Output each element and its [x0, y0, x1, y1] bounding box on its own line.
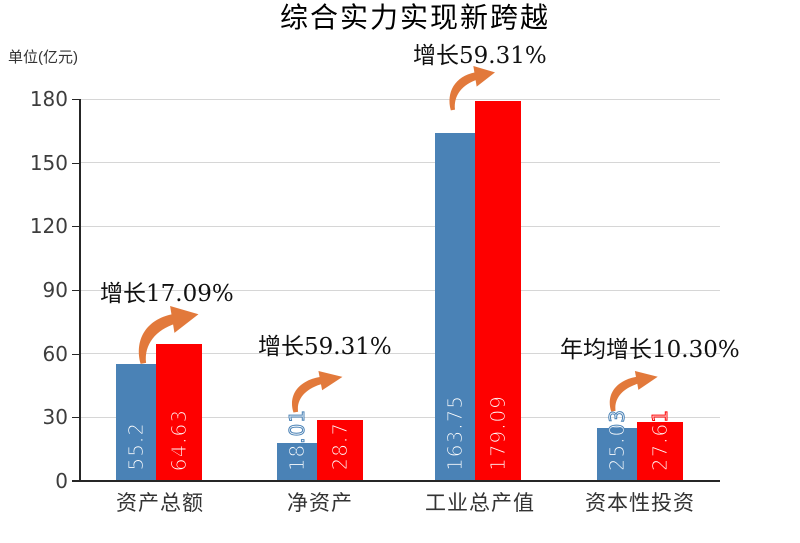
- bar-value-label: 179.09: [486, 395, 511, 472]
- bar-red-group-2: 28.7: [317, 420, 363, 481]
- growth-annotation-label: 增长17.09%: [100, 281, 234, 307]
- x-axis-category-label: 净资产: [287, 492, 353, 515]
- bar-value-label: 28.7: [328, 422, 353, 472]
- bar-red-group-3: 179.09: [475, 101, 521, 481]
- bar-value-label: 18.01: [285, 408, 310, 471]
- growth-annotation-label: 增长59.31%: [413, 43, 547, 69]
- x-axis-category-label: 资产总额: [116, 492, 204, 515]
- y-axis-tick-label: 180: [29, 87, 68, 111]
- y-axis-tick-label: 60: [42, 341, 68, 366]
- bar-blue-group-3: 163.75: [435, 133, 475, 481]
- y-axis-tick-mark: [72, 290, 79, 291]
- y-axis-tick-mark: [72, 417, 79, 419]
- gridline: [80, 416, 720, 418]
- y-axis-tick-label: 30: [42, 405, 68, 430]
- y-axis-tick-mark: [72, 481, 79, 482]
- gridline: [80, 162, 720, 164]
- curved-up-arrow-icon: [449, 66, 495, 111]
- bar-value-label: 25.03: [605, 408, 630, 471]
- bar-blue-group-2: 18.01: [277, 408, 317, 481]
- curved-up-arrow-icon: [291, 371, 343, 413]
- bar-value-label: 163.75: [443, 395, 468, 472]
- x-axis-category-label: 工业总产值: [425, 492, 535, 515]
- curved-up-arrow-icon: [138, 306, 199, 364]
- y-axis-tick-label: 0: [55, 469, 68, 493]
- chart-title: 综合实力实现新跨越: [279, 2, 550, 33]
- x-axis-category-label: 资本性投资: [585, 492, 695, 515]
- x-axis-line: [72, 480, 720, 482]
- y-axis-tick-mark: [72, 226, 79, 228]
- bar-value-label: 27.61: [648, 408, 673, 471]
- y-axis-tick-mark: [72, 99, 79, 100]
- gridline: [80, 98, 720, 100]
- y-axis-tick-label: 120: [29, 214, 68, 239]
- bar-value-label: 64.63: [167, 408, 192, 471]
- bar-red-group-1: 64.63: [156, 344, 202, 481]
- gridline: [80, 225, 720, 227]
- y-axis-tick-label: 90: [42, 278, 68, 302]
- bar-red-group-4: 27.61: [637, 408, 683, 481]
- y-axis-line: [79, 99, 81, 481]
- plot-area: 55.2 18.01 163.75 25.03 64.63 28.7 179.09 27.61: [79, 98, 720, 481]
- gridline: [80, 353, 720, 355]
- y-axis-tick-mark: [72, 353, 79, 355]
- bar-value-label: 55.2: [124, 422, 149, 472]
- bar-blue-group-1: 55.2: [116, 364, 156, 481]
- bar-blue-group-4: 25.03: [597, 408, 637, 481]
- y-axis-unit-label: 单位(亿元): [8, 49, 78, 66]
- y-axis-tick-label: 150: [29, 150, 68, 175]
- y-axis-tick-mark: [72, 162, 79, 164]
- curved-up-arrow-icon: [609, 371, 658, 412]
- growth-annotation-label: 年均增长10.30%: [560, 337, 740, 363]
- growth-annotation-label: 增长59.31%: [258, 334, 392, 360]
- gridline: [80, 289, 720, 291]
